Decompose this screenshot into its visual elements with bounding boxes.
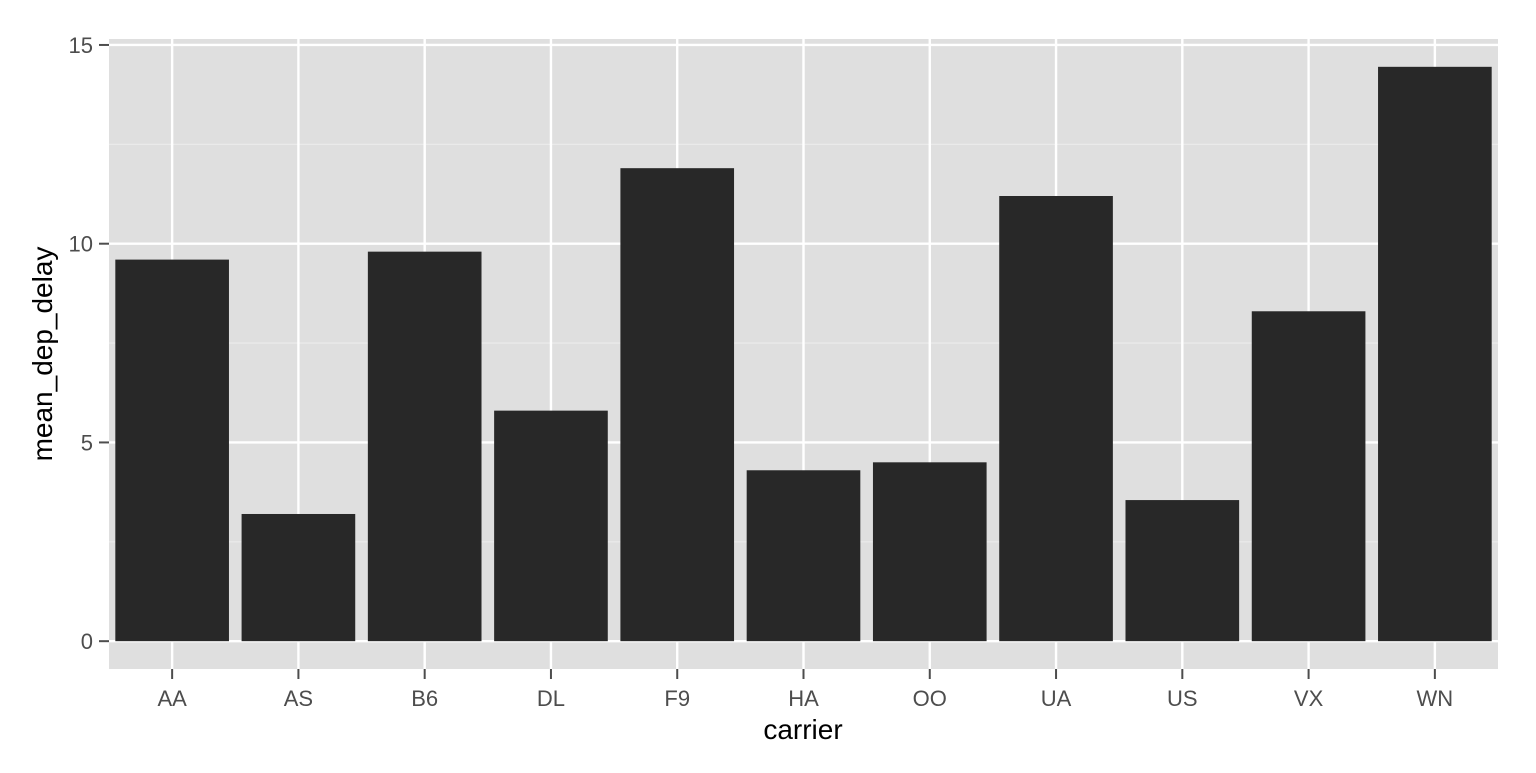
y-tick-label: 10 [69, 232, 93, 257]
y-tick-label: 5 [81, 430, 93, 455]
bar-as [241, 513, 356, 642]
bar-aa [115, 259, 229, 642]
y-axis: 0 5 10 15 [69, 33, 109, 654]
x-axis: AA AS B6 DL F9 HA OO UA US VX WN [157, 669, 1453, 711]
bar-b6 [367, 251, 482, 642]
bar-wn [1378, 66, 1492, 642]
bars [115, 66, 1492, 642]
x-tick-label-as: AS [284, 686, 313, 711]
x-tick-label-vx: VX [1294, 686, 1324, 711]
x-tick-label-oo: OO [913, 686, 947, 711]
x-tick-label-f9: F9 [664, 686, 690, 711]
x-tick-label-ha: HA [788, 686, 819, 711]
x-tick-label-us: US [1167, 686, 1198, 711]
bar-vx [1251, 311, 1366, 642]
bar-ua [999, 196, 1113, 642]
y-tick-label: 15 [69, 33, 93, 58]
y-axis-title: mean_dep_delay [27, 247, 58, 462]
x-tick-label-wn: WN [1417, 686, 1454, 711]
bar-oo [872, 462, 987, 642]
x-axis-title: carrier [763, 714, 842, 745]
bar-f9 [620, 168, 735, 642]
x-tick-label-b6: B6 [411, 686, 438, 711]
bar-dl [494, 410, 608, 642]
bar-us [1125, 500, 1240, 642]
x-tick-label-dl: DL [537, 686, 565, 711]
x-tick-label-ua: UA [1041, 686, 1072, 711]
x-tick-label-aa: AA [157, 686, 187, 711]
y-tick-label: 0 [81, 629, 93, 654]
bar-ha [746, 470, 861, 642]
